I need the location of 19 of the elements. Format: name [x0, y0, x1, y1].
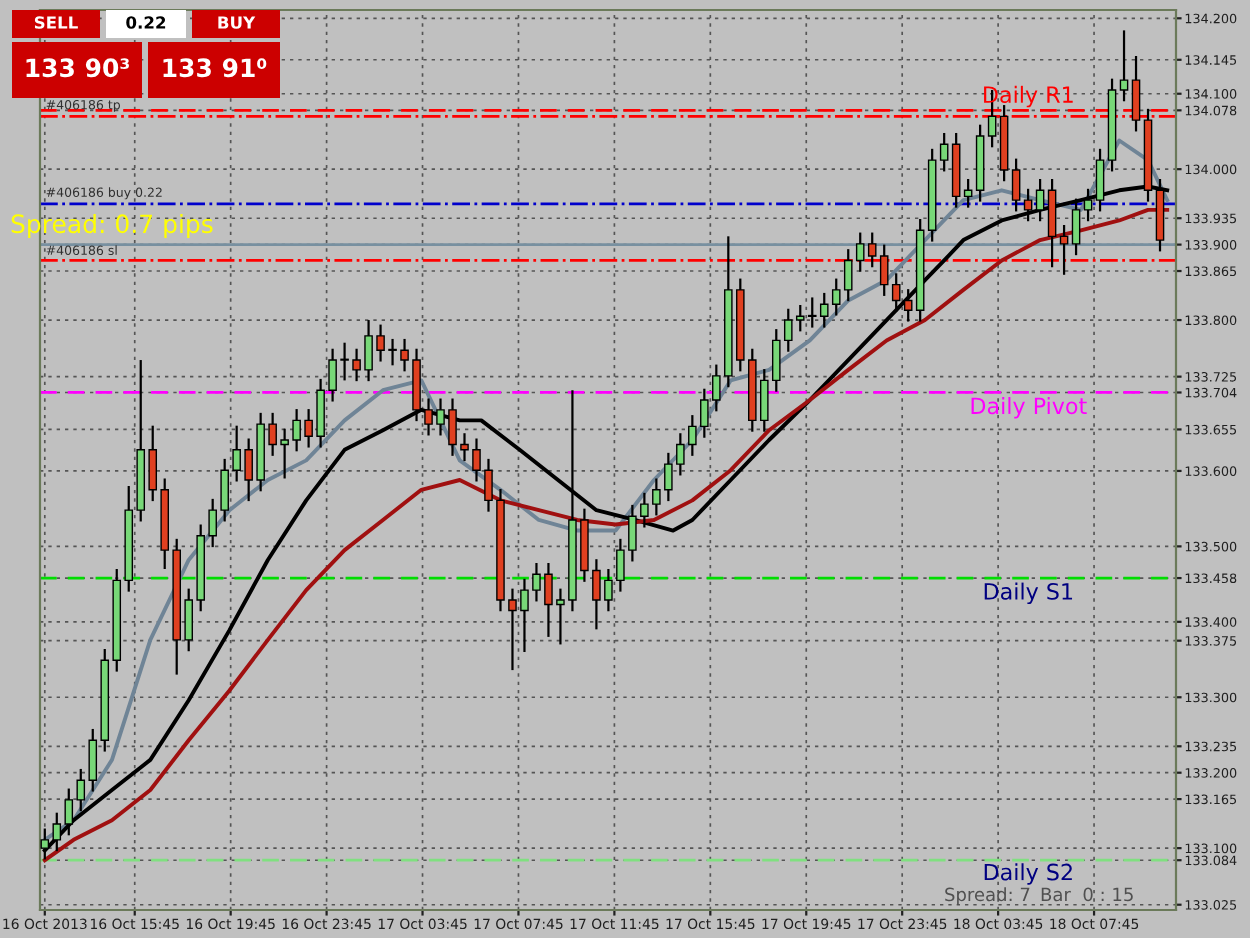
candlestick — [963, 177, 973, 209]
candlestick — [1119, 29, 1129, 103]
annotation: BUY — [218, 16, 256, 29]
candlestick — [939, 131, 949, 173]
annotation: SELL — [34, 16, 78, 29]
annotation: Spread: 7 — [945, 887, 1030, 905]
annotation: Bar 0 : 15 — [1041, 887, 1133, 902]
candlestick — [1071, 197, 1081, 257]
annotation: Spread: 0.7 pips — [11, 213, 213, 239]
ref-line-label: Daily Pivot — [971, 397, 1087, 419]
ref-line-label: Daily S2 — [984, 863, 1072, 885]
ref-line-label: Daily S1 — [984, 582, 1073, 605]
annotation: 133 90³ — [26, 58, 129, 78]
candlestick — [903, 288, 913, 323]
annotation: 133 91⁰ — [163, 58, 267, 78]
candlestick — [1059, 223, 1069, 276]
annotation: 0.22 — [126, 16, 166, 29]
candlestick — [891, 272, 901, 313]
candlestick — [1131, 54, 1141, 133]
